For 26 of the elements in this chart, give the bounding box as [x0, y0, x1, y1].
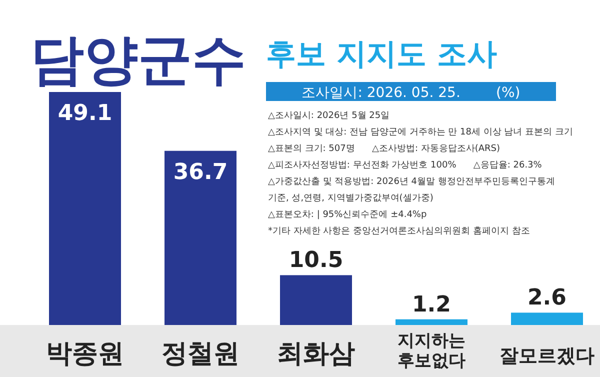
bar	[280, 275, 352, 325]
bar	[49, 92, 121, 325]
x-tick-label: 최화삼	[277, 339, 355, 369]
x-tick-label: 지지하는 후보없다	[398, 331, 466, 371]
annotation: △표본오차: | 95%신뢰수준에 ±4.4%p	[268, 210, 427, 220]
x-tick-label: 정철원	[162, 339, 240, 369]
annotation: *기타 자세한 사항은 중앙선거여론조사심의위원회 홈페이지 참조	[268, 226, 530, 236]
data-label: 36.7	[173, 160, 228, 185]
bar	[511, 312, 583, 325]
chart-title: 담양군수	[30, 28, 246, 91]
data-label: 1.2	[412, 292, 451, 318]
data-label: 2.6	[528, 286, 566, 311]
annotation: 조사일시: 2026. 05. 25. (%)	[302, 85, 520, 101]
annotation: 기준, 성,연령, 지역별가중값부여(셀가중)	[268, 194, 434, 204]
data-label: 49.1	[58, 101, 112, 126]
data-label: 10.5	[288, 248, 344, 274]
bar	[396, 319, 468, 325]
annotation: △피조사자선정방법: 무선전화 가상번호 100% △응답율: 26.3%	[268, 160, 542, 170]
x-tick-label: 잘모르겠다	[500, 345, 594, 367]
annotation: △표본의 크기: 507명 △조사방법: 자동응답조사(ARS)	[268, 144, 500, 154]
annotation: △조사일시: 2026년 5월 25일	[268, 111, 390, 121]
annotation: △조사지역 및 대상: 전남 담양군에 거주하는 만 18세 이상 남녀 표본의 크기	[268, 128, 573, 138]
chart-subtitle: 후보 지지도 조사	[266, 37, 497, 72]
annotation: △가중값산출 및 적용방법: 2026년 4월말 행정안전부주민등록인구통계	[268, 177, 555, 187]
bar	[164, 150, 236, 325]
x-tick-label: 박종원	[46, 339, 124, 369]
